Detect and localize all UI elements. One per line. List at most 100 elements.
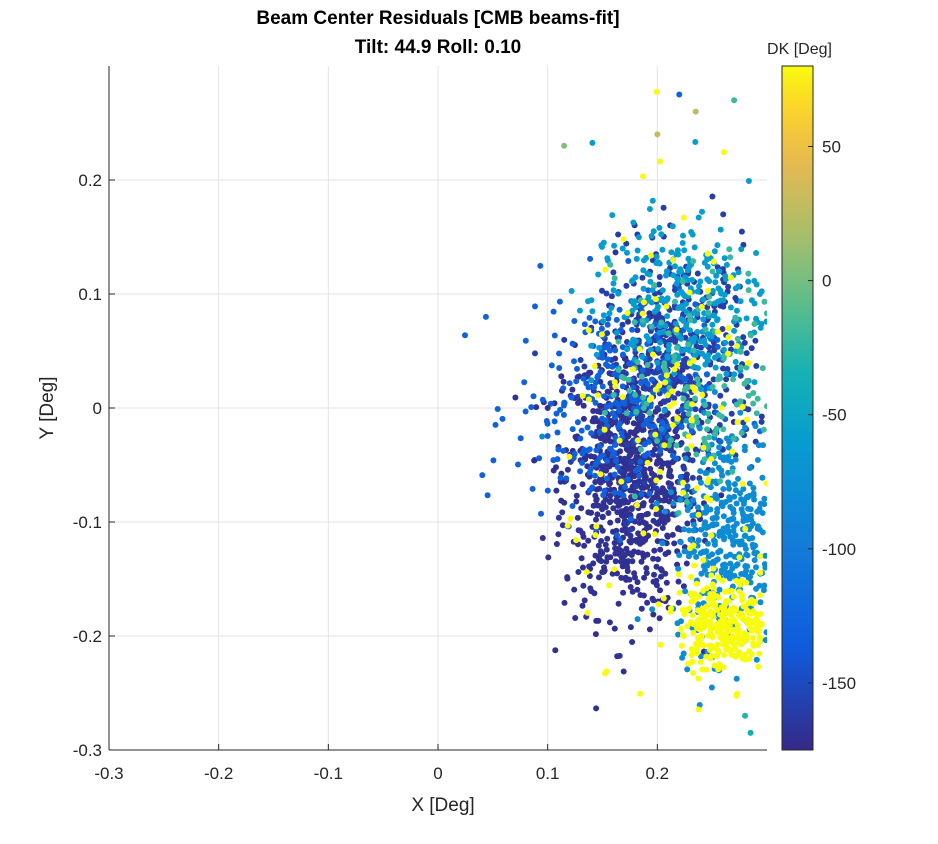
scatter-point <box>735 269 742 276</box>
scatter-point <box>593 705 600 712</box>
scatter-point <box>623 240 630 247</box>
scatter-point <box>561 142 568 149</box>
scatter-point <box>681 465 688 472</box>
scatter-point <box>675 631 682 638</box>
scatter-point <box>659 525 666 531</box>
scatter-point <box>573 492 580 499</box>
scatter-point <box>683 417 690 424</box>
scatter-point <box>721 623 728 630</box>
scatter-point <box>750 640 757 647</box>
scatter-point <box>691 591 698 598</box>
scatter-point <box>751 321 758 327</box>
scatter-point <box>755 628 761 635</box>
scatter-point <box>720 457 727 464</box>
scatter-point <box>633 537 640 543</box>
scatter-point <box>578 555 585 562</box>
scatter-point <box>732 285 739 292</box>
x-tick-label: -0.2 <box>204 764 233 783</box>
scatter-point <box>702 519 709 526</box>
scatter-point <box>717 226 724 233</box>
scatter-point <box>581 597 588 604</box>
scatter-point <box>702 361 709 368</box>
scatter-point <box>679 240 686 246</box>
scatter-point <box>680 395 687 402</box>
scatter-point <box>596 423 603 430</box>
scatter-point <box>658 425 665 432</box>
scatter-point <box>602 496 609 503</box>
scatter-point <box>580 402 587 409</box>
scatter-point <box>593 447 600 454</box>
scatter-point <box>679 366 686 373</box>
scatter-point <box>680 479 687 486</box>
x-tick-label: 0.2 <box>646 764 670 783</box>
scatter-point <box>673 326 680 333</box>
scatter-point <box>682 346 689 353</box>
scatter-point <box>610 449 617 456</box>
scatter-point <box>623 545 630 552</box>
scatter-point <box>754 395 761 402</box>
scatter-point <box>648 233 655 239</box>
scatter-point <box>707 484 714 491</box>
scatter-point <box>591 363 598 370</box>
scatter-point <box>661 360 668 367</box>
scatter-point <box>584 424 591 431</box>
scatter-point <box>739 403 746 410</box>
scatter-point <box>699 208 705 215</box>
scatter-point <box>615 600 622 607</box>
scatter-point <box>702 353 709 360</box>
scatter-point <box>533 404 540 411</box>
scatter-point <box>709 632 716 639</box>
scatter-point <box>624 310 631 316</box>
scatter-point <box>623 410 630 417</box>
colorbar-tick-label: -50 <box>822 406 847 425</box>
scatter-point <box>576 307 583 314</box>
scatter-point <box>651 472 658 479</box>
scatter-point <box>608 305 615 311</box>
scatter-point <box>624 499 631 506</box>
scatter-point <box>736 588 743 595</box>
scatter-point <box>637 540 644 547</box>
scatter-point <box>737 364 744 371</box>
scatter-point <box>729 468 736 475</box>
scatter-point <box>586 487 593 494</box>
scatter-point <box>720 355 727 362</box>
scatter-point <box>612 414 618 421</box>
scatter-point <box>638 373 645 380</box>
scatter-point <box>689 512 696 519</box>
scatter-point <box>686 527 692 534</box>
scatter-point <box>638 558 645 565</box>
scatter-point <box>723 370 730 377</box>
scatter-point <box>596 443 603 450</box>
scatter-point <box>573 378 580 385</box>
scatter-point <box>701 435 708 442</box>
scatter-point <box>748 596 755 603</box>
scatter-point <box>741 533 748 539</box>
scatter-point <box>709 597 716 604</box>
scatter-point <box>653 88 660 95</box>
scatter-point <box>763 629 767 636</box>
scatter-point <box>611 379 618 386</box>
scatter-point <box>575 393 581 400</box>
scatter-point <box>712 601 719 608</box>
scatter-point <box>678 316 685 323</box>
scatter-point <box>641 257 647 264</box>
scatter-point <box>649 197 656 204</box>
scatter-point <box>627 429 634 436</box>
scatter-point <box>667 484 674 491</box>
scatter-point <box>653 563 660 570</box>
scatter-point <box>592 399 599 406</box>
scatter-point <box>660 204 667 211</box>
scatter-point <box>671 353 678 360</box>
scatter-point <box>642 520 649 527</box>
scatter-point <box>761 298 767 305</box>
scatter-point <box>681 247 688 254</box>
scatter-point <box>691 597 698 604</box>
scatter-point <box>721 291 728 298</box>
scatter-point <box>684 483 691 490</box>
scatter-point <box>709 321 716 328</box>
scatter-point <box>659 488 666 495</box>
scatter-point <box>732 456 739 463</box>
scatter-point <box>726 485 732 492</box>
scatter-point <box>752 337 759 344</box>
scatter-point <box>705 309 712 316</box>
